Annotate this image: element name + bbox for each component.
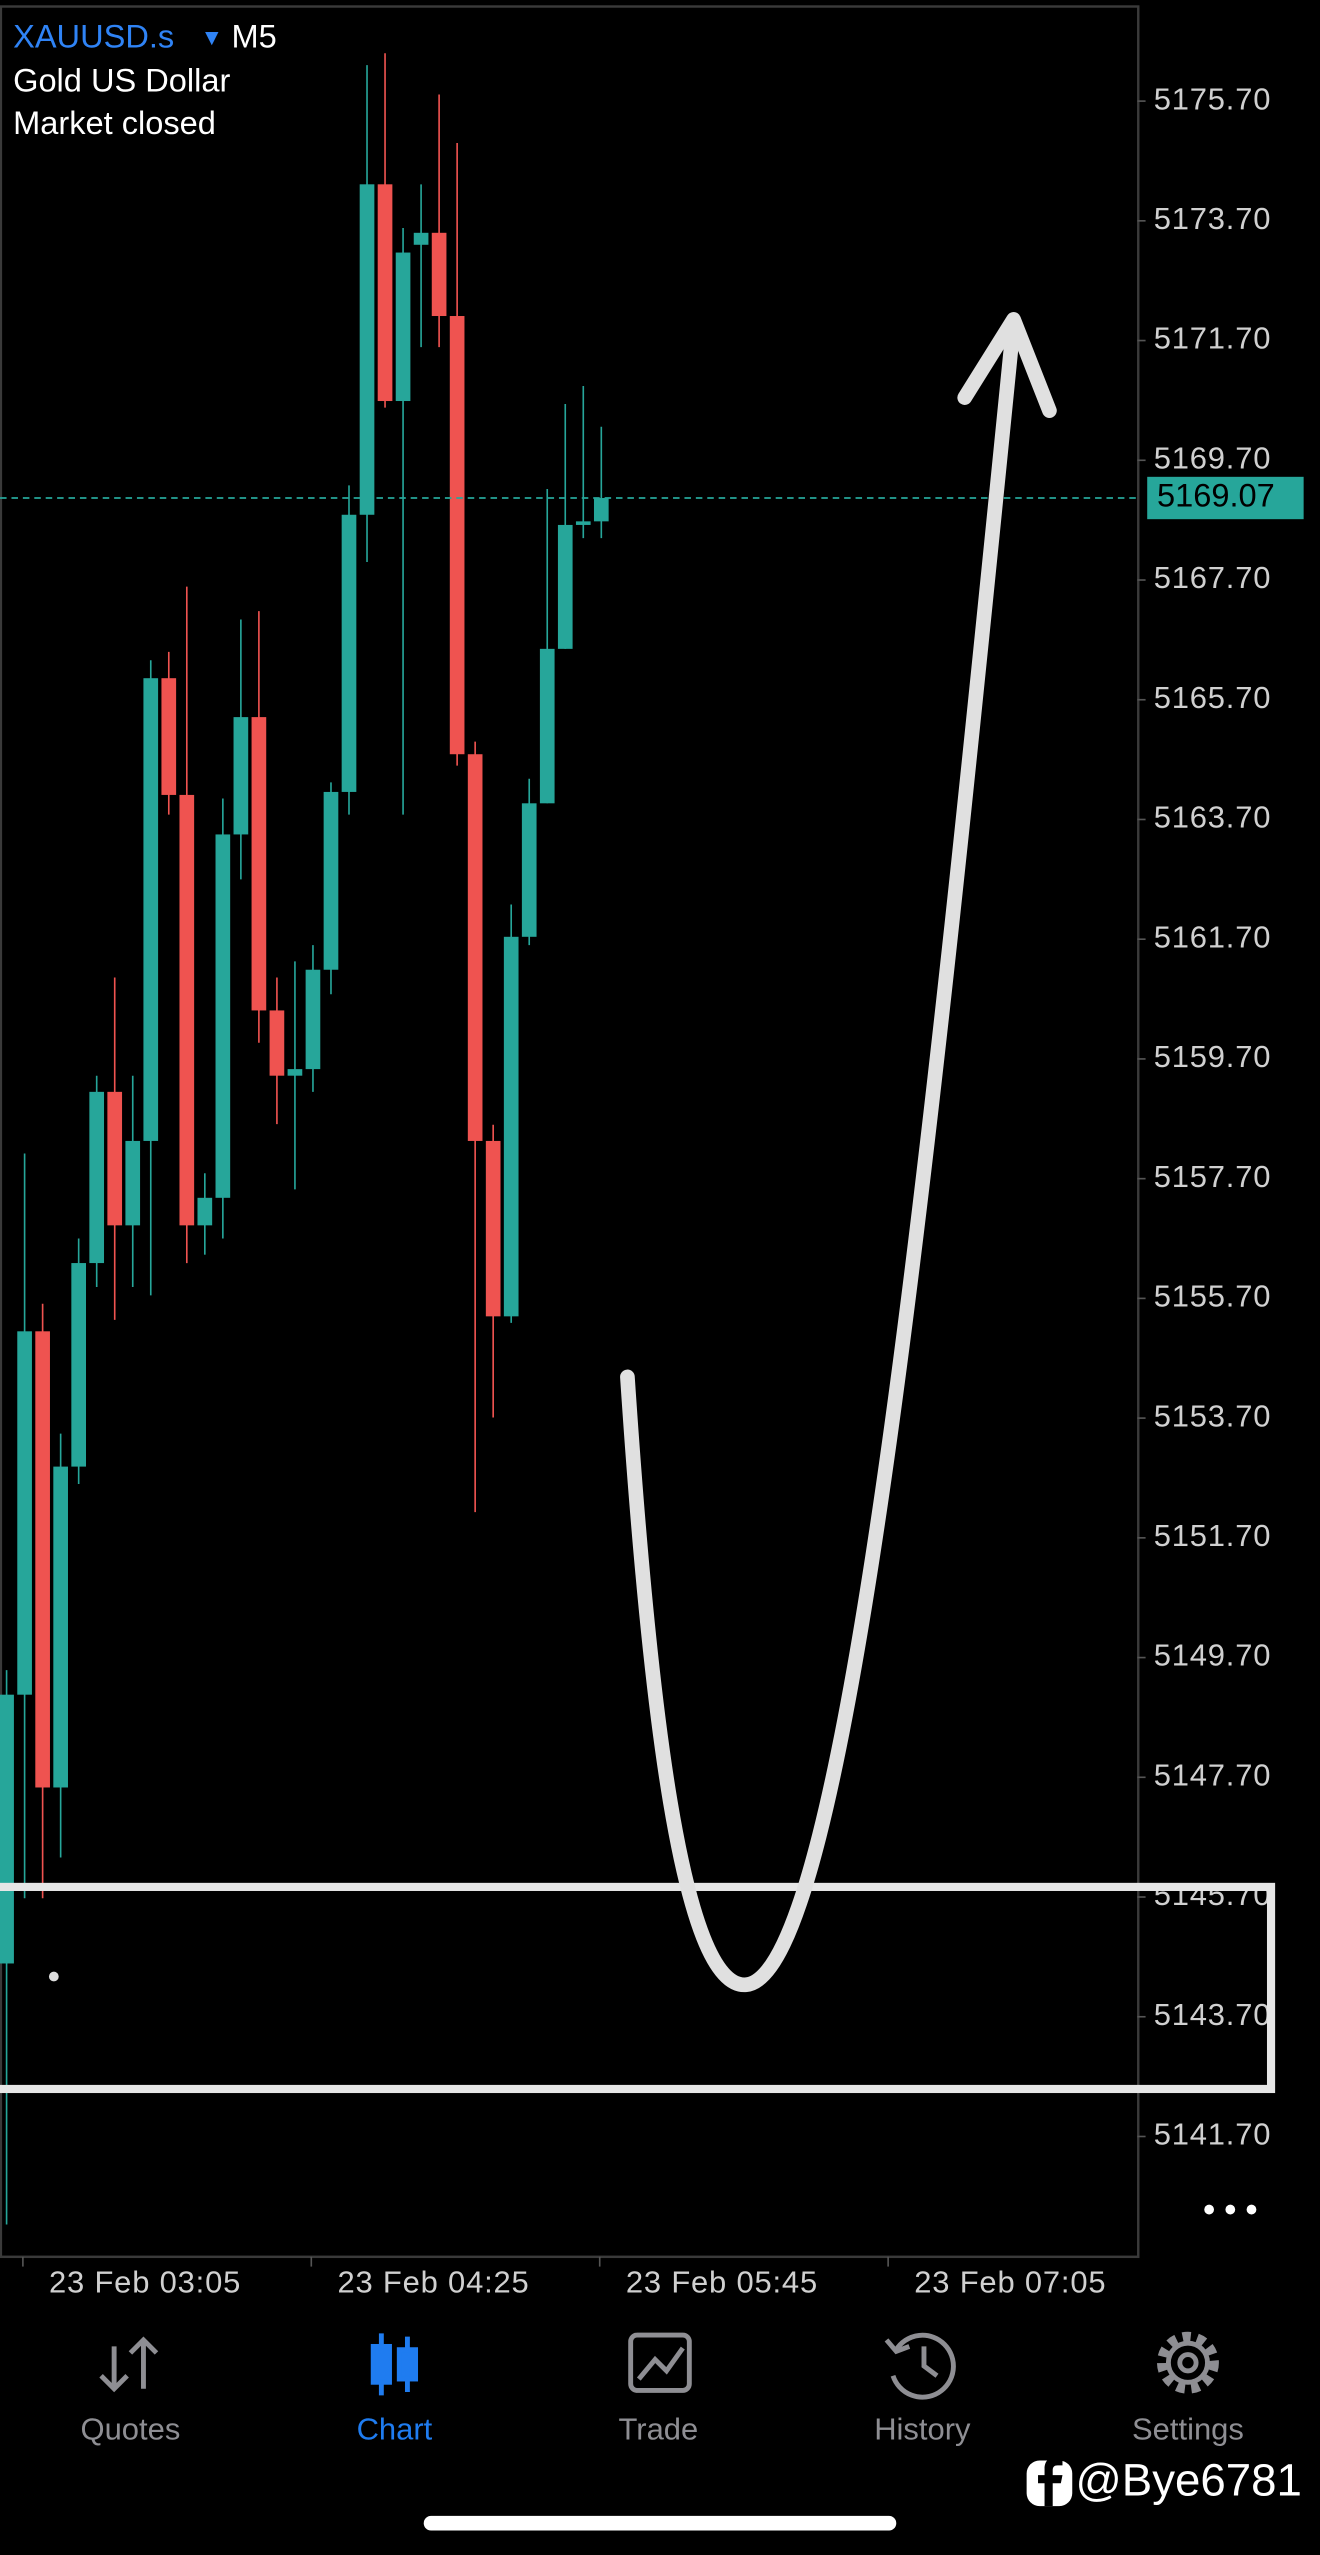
candle-body xyxy=(431,232,447,317)
y-tick-label: 5141.70 xyxy=(1154,2117,1272,2152)
candle-body xyxy=(269,1010,285,1076)
y-tick-label: 5145.70 xyxy=(1154,1877,1272,1912)
candle-body xyxy=(341,514,357,792)
candle-body xyxy=(287,1069,303,1076)
nav-chart[interactable]: Chart xyxy=(357,2411,433,2446)
candle-body xyxy=(359,184,375,515)
dot xyxy=(48,1971,59,1982)
market-status: Market closed xyxy=(13,105,216,141)
candle-body xyxy=(215,834,231,1198)
candle-body xyxy=(539,648,555,804)
symbol[interactable]: XAUUSD.s xyxy=(13,19,174,55)
settings-icon[interactable] xyxy=(1156,2331,1219,2394)
candle-body xyxy=(323,791,339,970)
nav-quotes[interactable]: Quotes xyxy=(81,2411,181,2446)
candle-body xyxy=(467,754,483,1141)
y-tick-label: 5173.70 xyxy=(1154,201,1272,236)
candle-body xyxy=(449,316,465,755)
candle-body xyxy=(179,794,195,1226)
candle-body xyxy=(557,524,573,649)
candle-body xyxy=(485,1140,501,1317)
nav-bar xyxy=(99,2331,1219,2400)
y-tick-label: 5157.70 xyxy=(1154,1159,1272,1194)
more-button[interactable] xyxy=(1204,2204,1257,2215)
y-tick-label: 5149.70 xyxy=(1154,1638,1272,1673)
watermark: @Bye6781 xyxy=(1076,2454,1302,2505)
candle-body xyxy=(0,1694,14,1964)
candle-body xyxy=(125,1140,141,1226)
trade-icon[interactable] xyxy=(628,2332,692,2393)
y-tick-label: 5163.70 xyxy=(1154,800,1272,835)
history-icon[interactable] xyxy=(884,2332,956,2400)
candle-body xyxy=(107,1091,123,1226)
candle-body xyxy=(161,678,177,795)
y-tick-label: 5151.70 xyxy=(1154,1518,1272,1553)
y-tick-label: 5155.70 xyxy=(1154,1279,1272,1314)
description: Gold US Dollar xyxy=(13,63,230,99)
candle-body xyxy=(395,252,411,402)
candle-body xyxy=(197,1197,213,1226)
candle-body xyxy=(413,232,429,245)
drawn-arrow xyxy=(620,315,1021,1993)
y-tick-label: 5143.70 xyxy=(1154,1997,1272,2032)
x-tick-label: 23 Feb 05:45 xyxy=(626,2265,818,2300)
y-tick-label: 5147.70 xyxy=(1154,1757,1272,1792)
candle-body xyxy=(143,678,159,1141)
candle-body xyxy=(503,936,519,1317)
candle-body xyxy=(17,1331,32,1695)
y-tick-label: 5175.70 xyxy=(1154,81,1272,116)
y-tick-label: 5165.70 xyxy=(1154,680,1272,715)
candle-body xyxy=(71,1263,87,1467)
arrow-head xyxy=(957,312,1057,418)
plot: 5175.70 5173.70 5171.70 5169.70 5167.70 5165.… xyxy=(0,53,1304,2300)
y-tick-label: 5167.70 xyxy=(1154,560,1272,595)
candle-body xyxy=(251,717,267,1011)
y-tick-label: 5161.70 xyxy=(1154,919,1272,954)
candle-body xyxy=(305,969,321,1070)
candle-body xyxy=(233,717,249,835)
candle-body xyxy=(89,1091,105,1264)
y-tick-label: 5171.70 xyxy=(1154,321,1272,356)
symbol-dropdown[interactable]: ▼ xyxy=(200,24,223,50)
y-tick-label: 5153.70 xyxy=(1154,1398,1272,1433)
chart-frame xyxy=(0,5,1140,2259)
last-price-label: 5169.07 xyxy=(1157,478,1275,514)
nav-history[interactable]: History xyxy=(874,2411,971,2446)
drawn-zone xyxy=(0,1882,1276,2094)
candle-body xyxy=(35,1331,50,1788)
y-tick-label: 5159.70 xyxy=(1154,1039,1272,1074)
candle-body xyxy=(521,803,537,937)
y-tick-label: 5169.70 xyxy=(1154,440,1272,475)
chart-icon[interactable] xyxy=(370,2333,419,2396)
timeframe[interactable]: M5 xyxy=(231,19,276,55)
candle-body xyxy=(593,498,609,522)
x-tick-label: 23 Feb 07:05 xyxy=(914,2265,1106,2300)
x-tick-label: 23 Feb 04:25 xyxy=(337,2265,529,2300)
home-indicator xyxy=(423,2515,897,2531)
facebook-icon xyxy=(1026,2457,1073,2507)
nav-trade[interactable]: Trade xyxy=(619,2411,699,2446)
quotes-icon[interactable] xyxy=(99,2336,159,2393)
candle-body xyxy=(575,521,591,525)
candle-body xyxy=(377,184,393,402)
last-price-box xyxy=(1147,476,1304,520)
x-tick-label: 23 Feb 03:05 xyxy=(49,2265,241,2300)
nav-settings[interactable]: Settings xyxy=(1132,2411,1244,2446)
candle-body xyxy=(53,1466,68,1788)
